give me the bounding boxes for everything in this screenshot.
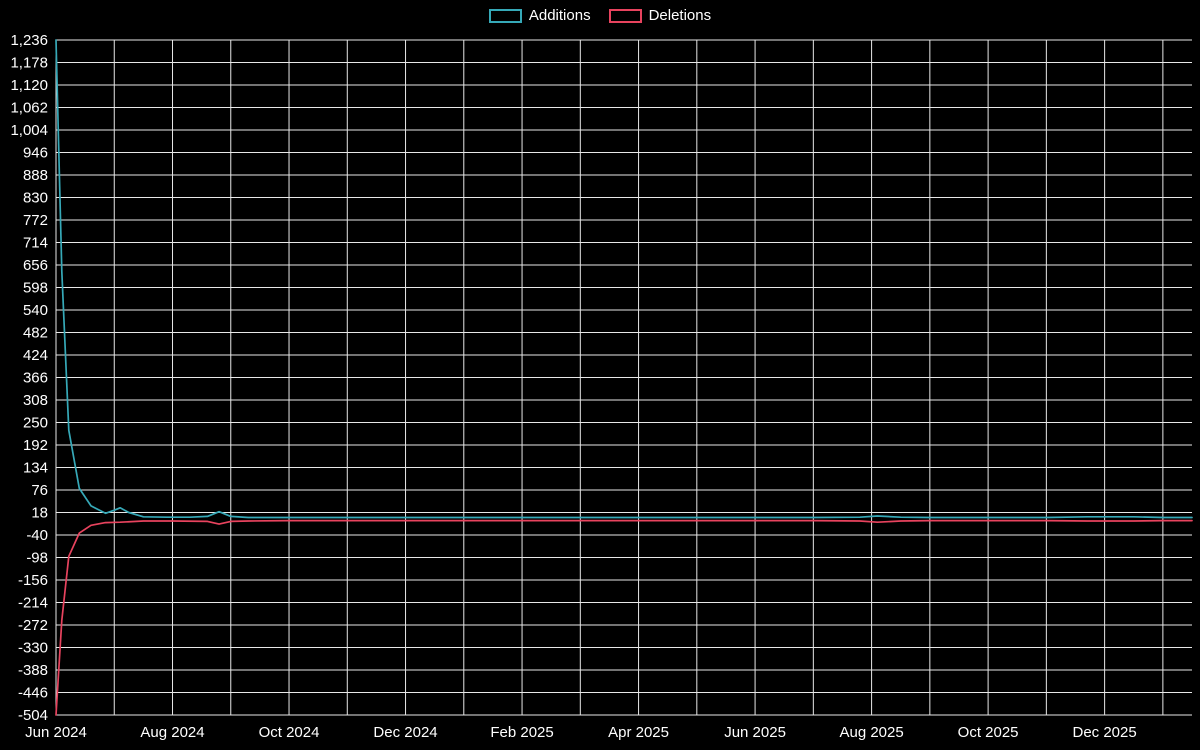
y-axis-tick-label: 1,236 xyxy=(10,32,48,49)
x-axis-tick-label: Jun 2024 xyxy=(25,724,87,741)
x-axis-tick-label: Oct 2025 xyxy=(958,724,1019,741)
y-axis-tick-label: 1,004 xyxy=(10,122,48,139)
y-axis-tick-label: 946 xyxy=(23,145,48,162)
deletions-swatch xyxy=(608,8,642,23)
y-axis-tick-label: 598 xyxy=(23,280,48,297)
y-axis-tick-label: 366 xyxy=(23,370,48,387)
y-axis-tick-label: -330 xyxy=(18,640,48,657)
y-axis-tick-label: 482 xyxy=(23,325,48,342)
y-axis-tick-label: 250 xyxy=(23,415,48,432)
y-axis-tick-label: 540 xyxy=(23,302,48,319)
additions-line xyxy=(55,39,1193,519)
y-axis-tick-label: 888 xyxy=(23,167,48,184)
y-axis-tick-label: 1,062 xyxy=(10,100,48,117)
y-axis-tick-label: -504 xyxy=(18,707,48,724)
legend-item-deletions[interactable]: Deletions xyxy=(608,7,712,24)
y-axis-tick-label: 308 xyxy=(23,392,48,409)
y-axis-tick-label: 656 xyxy=(23,257,48,274)
y-axis-tick-label: 714 xyxy=(23,235,48,252)
y-axis-tick-label: 76 xyxy=(31,482,48,499)
y-axis-tick-label: -98 xyxy=(26,550,48,567)
x-axis-tick-label: Apr 2025 xyxy=(608,724,669,741)
y-axis-tick-label: 18 xyxy=(31,505,48,522)
x-axis-tick-label: Aug 2024 xyxy=(140,724,204,741)
y-axis-tick-label: -272 xyxy=(18,617,48,634)
y-axis-tick-label: 1,178 xyxy=(10,55,48,72)
y-axis-tick-label: 1,120 xyxy=(10,77,48,94)
y-axis-tick-label: 424 xyxy=(23,347,48,364)
x-axis-tick-label: Aug 2025 xyxy=(839,724,903,741)
y-axis-tick-label: -156 xyxy=(18,572,48,589)
x-axis-tick-label: Dec 2024 xyxy=(373,724,437,741)
legend-label-additions: Additions xyxy=(528,7,591,24)
y-axis-tick-label: 830 xyxy=(23,190,48,207)
x-axis-tick-label: Feb 2025 xyxy=(490,724,553,741)
y-axis-tick-label: -214 xyxy=(18,595,48,612)
y-axis-tick-label: 192 xyxy=(23,437,48,454)
y-axis-tick-label: -446 xyxy=(18,685,48,702)
legend-item-additions[interactable]: Additions xyxy=(488,7,591,24)
y-axis-tick-label: -40 xyxy=(26,527,48,544)
x-axis-tick-label: Jun 2025 xyxy=(724,724,786,741)
x-axis-tick-label: Dec 2025 xyxy=(1073,724,1137,741)
y-axis-tick-label: -388 xyxy=(18,662,48,679)
y-axis-tick-label: 134 xyxy=(23,460,48,477)
y-axis-tick-label: 772 xyxy=(23,212,48,229)
deletions-line xyxy=(55,519,1193,716)
x-axis-tick-label: Oct 2024 xyxy=(259,724,320,741)
chart-legend: Additions Deletions xyxy=(0,8,1200,23)
additions-swatch xyxy=(488,8,522,23)
legend-label-deletions: Deletions xyxy=(648,7,712,24)
